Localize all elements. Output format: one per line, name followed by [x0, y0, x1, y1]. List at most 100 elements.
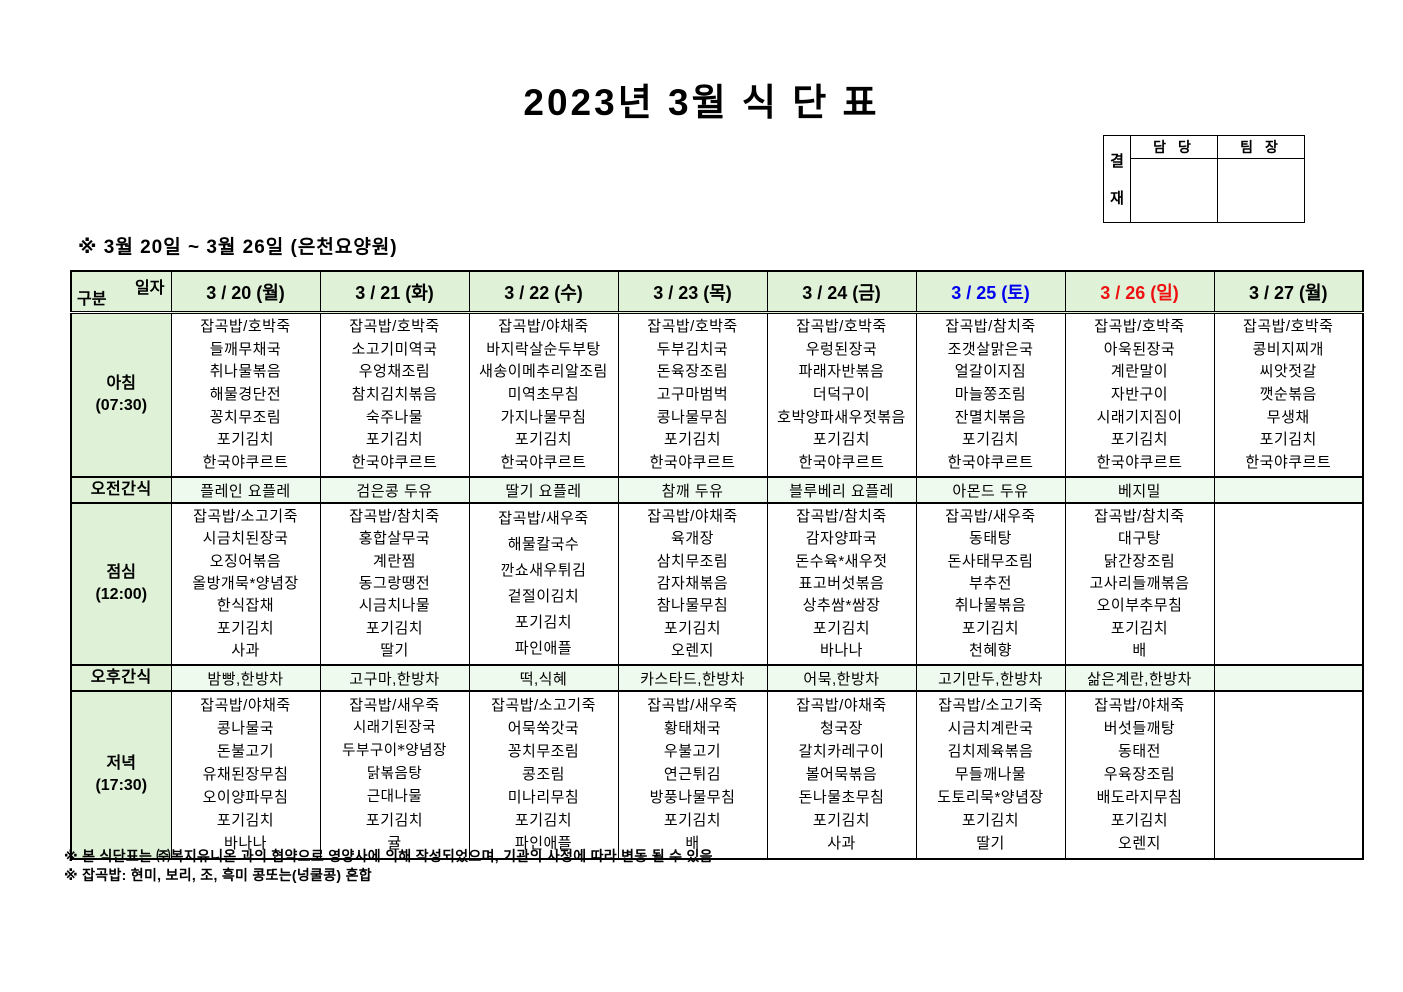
menu-item: 파인애플: [514, 835, 573, 853]
cell-pm_snack-day-6: 삶은계란,한방차: [1064, 664, 1215, 692]
menu-item: 잡곡밥/호박죽: [200, 318, 291, 336]
cell-lunch-day-1: 잡곡밥/참치죽 홍합살무국 계란찜 동그랑땡전 시금치나물 포기김치 딸기: [319, 502, 470, 666]
menu-item: 잡곡밥/새우죽: [498, 510, 589, 527]
menu-item: 포기김치: [812, 619, 871, 637]
menu-item: 방풍나물무침: [649, 789, 736, 807]
menu-item: 잡곡밥/호박죽: [1243, 318, 1334, 336]
footnotes: ※ 본 식단표는 ㈜복지유니온 과의 협약으로 영양사에 의해 작성되었으며, …: [64, 847, 713, 885]
menu-item: 감자양파국: [805, 530, 878, 548]
day-header-2: 3 / 22 (수): [468, 270, 619, 314]
menu-list: 잡곡밥/새우죽 시래기된장국 두부구이*양념장 닭볶음탕 근대나물 포기김치 귤: [321, 694, 469, 856]
menu-item: 조갯살맑은국: [947, 340, 1034, 358]
day-header-5: 3 / 25 (토): [915, 270, 1066, 314]
menu-item: 계란찜: [373, 552, 416, 570]
menu-item: 동태탕: [969, 530, 1012, 548]
menu-item: 잡곡밥/소고기죽: [193, 508, 298, 526]
menu-item: 포기김치: [1110, 619, 1169, 637]
approval-title: 결 재: [1104, 136, 1131, 222]
menu-item: 잡곡밥/야채죽: [647, 508, 738, 526]
menu-item: 시금치계란국: [947, 719, 1034, 737]
day-header-0: 3 / 20 (월): [170, 270, 321, 314]
menu-item: 잡곡밥/소고기죽: [491, 696, 596, 714]
menu-list: 잡곡밥/호박죽 두부김치국 돈육장조림 고구마범벅 콩나물무침 포기김치 한국야쿠르트: [619, 316, 767, 474]
cell-pm_snack-day-7: [1213, 664, 1364, 692]
menu-item: 한국야쿠르트: [351, 453, 438, 471]
menu-item: 잡곡밥/호박죽: [796, 318, 887, 336]
menu-item: 포기김치: [1259, 431, 1317, 449]
cell-breakfast-day-3: 잡곡밥/호박죽 두부김치국 돈육장조림 고구마범벅 콩나물무침 포기김치 한국야쿠르트: [617, 311, 768, 478]
cell-pm_snack-day-0: 밤빵,한방차: [170, 664, 321, 692]
menu-item: 포기김치: [365, 811, 424, 829]
menu-item: 더덕구이: [812, 385, 871, 403]
footnote-line: ※ 본 식단표는 ㈜복지유니온 과의 협약으로 영양사에 의해 작성되었으며, …: [64, 848, 713, 864]
cell-am_snack-day-3: 참깨 두유: [617, 476, 768, 504]
menu-item: 표고버섯볶음: [798, 574, 885, 592]
menu-item: 무들깨나물: [954, 765, 1027, 783]
menu-item: 씨앗젓갈: [1259, 363, 1317, 381]
cell-dinner-day-5: 잡곡밥/소고기죽 시금치계란국 김치제육볶음 무들깨나물 도토리묵*양념장 포기김치 딸기: [915, 690, 1066, 860]
menu-item: 시래기된장국: [352, 720, 437, 737]
menu-item: 잡곡밥/참치죽: [349, 508, 440, 526]
menu-item: 숙주나물: [365, 408, 424, 426]
menu-item: 대구탕: [1118, 530, 1161, 548]
menu-item: 돈육장조림: [656, 363, 729, 381]
menu-item: 청국장: [820, 719, 863, 737]
menu-item: 연근튀김: [663, 765, 722, 783]
menu-item: 딸기: [380, 641, 409, 659]
cell-pm_snack-day-1: 고구마,한방차: [319, 664, 470, 692]
menu-item: 잡곡밥/호박죽: [349, 318, 440, 336]
menu-item: 버섯들깨탕: [1103, 719, 1176, 737]
menu-item: 부추전: [969, 574, 1012, 592]
cell-pm_snack-day-3: 카스타드,한방차: [617, 664, 768, 692]
approval-col-damdang: 담 당: [1131, 136, 1218, 222]
menu-item: 포기김치: [1110, 812, 1169, 830]
cell-pm_snack-day-5: 고기만두,한방차: [915, 664, 1066, 692]
menu-item: 참나물무침: [656, 597, 729, 615]
menu-item: 잡곡밥/참치죽: [945, 318, 1036, 336]
menu-item: 포기김치: [365, 619, 424, 637]
menu-list: [1215, 506, 1363, 662]
cell-lunch-day-3: 잡곡밥/야채죽 육개장 삼치무조림 감자채볶음 참나물무침 포기김치 오렌지: [617, 502, 768, 666]
cell-dinner-day-1: 잡곡밥/새우죽 시래기된장국 두부구이*양념장 닭볶음탕 근대나물 포기김치 귤: [319, 690, 470, 860]
menu-item: 미나리무침: [507, 789, 580, 807]
menu-item: 고구마범벅: [656, 385, 729, 403]
menu-list: 잡곡밥/참치죽 홍합살무국 계란찜 동그랑땡전 시금치나물 포기김치 딸기: [321, 506, 469, 662]
menu-item: 닭볶음탕: [366, 765, 423, 782]
cell-breakfast-day-5: 잡곡밥/참치죽 조갯살맑은국 얼갈이지짐 마늘쫑조림 잔멸치볶음 포기김치 한국야쿠르트: [915, 311, 1066, 478]
menu-item: 포기김치: [514, 431, 573, 449]
menu-item: 무생채: [1266, 408, 1310, 426]
cell-breakfast-day-0: 잡곡밥/호박죽 들깨무채국 취나물볶음 해물경단전 꽁치무조림 포기김치 한국야쿠르트: [170, 311, 321, 478]
cell-am_snack-day-6: 베지밀: [1064, 476, 1215, 504]
menu-item: 잡곡밥/야채죽: [200, 696, 291, 714]
cell-dinner-day-7: [1213, 690, 1364, 860]
cell-breakfast-day-6: 잡곡밥/호박죽 아욱된장국 계란말이 자반구이 시래기지짐이 포기김치 한국야쿠르트: [1064, 311, 1215, 478]
menu-item: 포기김치: [514, 812, 573, 830]
row-dinner: 저녁 (17:30) 잡곡밥/야채죽 콩나물국 돈불고기 유채된장무침 오이양파무침 포기김…: [70, 690, 1364, 860]
day-header-7: 3 / 27 (월): [1213, 270, 1364, 314]
menu-list: 잡곡밥/참치죽 조갯살맑은국 얼갈이지짐 마늘쫑조림 잔멸치볶음 포기김치 한국야쿠르트: [917, 316, 1065, 474]
day-header-4: 3 / 24 (금): [766, 270, 917, 314]
menu-item: 깐쇼새우튀김: [500, 562, 587, 579]
cell-am_snack-day-0: 플레인 요플레: [170, 476, 321, 504]
menu-list: 잡곡밥/새우죽 황태채국 우불고기 연근튀김 방풍나물무침 포기김치 배: [619, 694, 767, 856]
menu-list: 잡곡밥/새우죽 해물칼국수 깐쇼새우튀김 겉절이김치 포기김치 파인애플: [470, 506, 618, 662]
menu-item: 포기김치: [216, 431, 275, 449]
menu-list: 잡곡밥/소고기죽 시금치된장국 오징어볶음 올방개묵*양념장 한식잡채 포기김치 사과: [172, 506, 320, 662]
menu-item: 한국야쿠르트: [202, 453, 289, 471]
menu-list: 잡곡밥/새우죽 동태탕 돈사태무조림 부추전 취나물볶음 포기김치 천혜향: [917, 506, 1065, 662]
menu-item: 취나물볶음: [954, 597, 1027, 615]
cell-dinner-day-0: 잡곡밥/야채죽 콩나물국 돈불고기 유채된장무침 오이양파무침 포기김치 바나나: [170, 690, 321, 860]
row-lunch: 점심 (12:00) 잡곡밥/소고기죽 시금치된장국 오징어볶음 올방개묵*양념장 한식잡…: [70, 502, 1364, 666]
menu-list: 잡곡밥/호박죽 소고기미역국 우엉채조림 참치김치볶음 숙주나물 포기김치 한국야쿠르트: [321, 316, 469, 474]
menu-item: 육개장: [671, 530, 714, 548]
menu-item: 닭간장조림: [1103, 552, 1176, 570]
approval-signature-area: [1218, 159, 1304, 222]
menu-item: 상추쌈*쌈장: [802, 597, 881, 615]
menu-item: 바지락살순두부탕: [486, 340, 601, 358]
menu-item: 잡곡밥/야채죽: [498, 318, 589, 336]
footnote-line: ※ 잡곡밥: 현미, 보리, 조, 흑미 콩또는(넝쿨콩) 혼합: [64, 867, 372, 883]
menu-item: 깻순볶음: [1259, 385, 1317, 403]
approval-title-char: 결: [1110, 153, 1124, 170]
menu-item: 배: [1132, 641, 1147, 659]
menu-item: 시래기지짐이: [1096, 408, 1183, 426]
